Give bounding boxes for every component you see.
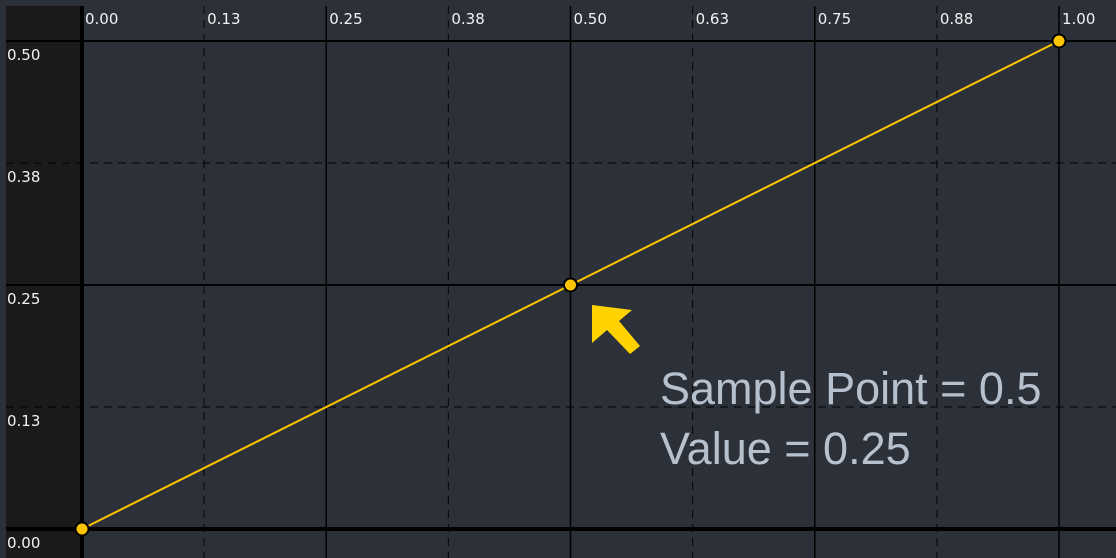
curve-key-point[interactable] (74, 521, 90, 537)
grid (6, 6, 1116, 558)
x-tick-label: 1.00 (1062, 10, 1095, 28)
x-tick-label: 0.00 (85, 10, 118, 28)
y-tick-label: 0.13 (7, 412, 40, 430)
x-tick-label: 0.13 (207, 10, 240, 28)
x-tick-label: 0.75 (818, 10, 851, 28)
y-tick-label: 0.38 (7, 168, 40, 186)
y-tick-labels: 0.00 0.13 0.25 0.38 0.50 (7, 46, 40, 552)
curve-key-point[interactable] (563, 277, 578, 293)
y-tick-label: 0.50 (7, 46, 40, 64)
x-tick-labels: 0.00 0.13 0.25 0.38 0.50 0.63 0.75 0.88 1.00 (85, 10, 1095, 28)
annotation-value: Value = 0.25 (660, 423, 911, 474)
annotation-sample-point: Sample Point = 0.5 (660, 363, 1042, 414)
x-tick-label: 0.50 (574, 10, 607, 28)
y-tick-label: 0.00 (7, 534, 40, 552)
value-axis-gutter (6, 6, 82, 558)
x-tick-label: 0.88 (940, 10, 973, 28)
annotation-arrow-icon (592, 305, 640, 354)
x-tick-label: 0.25 (329, 10, 362, 28)
y-tick-label: 0.25 (7, 290, 40, 308)
x-tick-label: 0.63 (696, 10, 729, 28)
x-tick-label: 0.38 (451, 10, 484, 28)
curve-key-point[interactable] (1051, 33, 1067, 49)
curve-series (74, 33, 1067, 537)
